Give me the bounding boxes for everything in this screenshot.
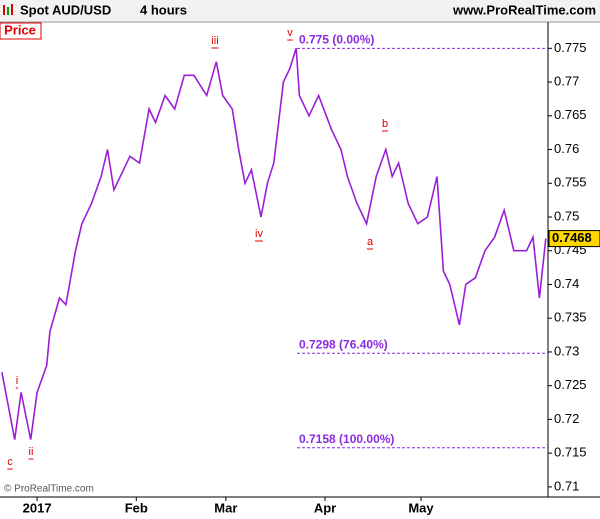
chart-subtitle: 4 hours: [140, 2, 187, 17]
y-tick-label: 0.72: [554, 411, 579, 426]
y-tick-label: 0.715: [554, 445, 587, 460]
source: www.ProRealTime.com: [452, 2, 596, 17]
copyright: © ProRealTime.com: [4, 484, 94, 495]
wave-label: a: [367, 236, 374, 248]
wave-label: iii: [211, 35, 218, 47]
y-tick-label: 0.77: [554, 73, 579, 88]
x-tick-label: Feb: [125, 500, 148, 515]
y-tick-label: 0.775: [554, 40, 587, 55]
wave-label: iv: [255, 228, 263, 240]
panel-label: Price: [4, 22, 36, 37]
fib-label: 0.7158 (100.00%): [299, 432, 394, 446]
panel-label-box: [0, 22, 42, 40]
y-tick-label: 0.735: [554, 310, 587, 325]
last-price-label: 0.7468: [552, 230, 592, 245]
y-tick-label: 0.76: [554, 141, 579, 156]
price-line: [1, 48, 547, 440]
y-tick-label: 0.73: [554, 343, 579, 358]
x-tick-label: Mar: [214, 500, 237, 515]
y-tick-label: 0.74: [554, 276, 579, 291]
chart-title: Spot AUD/USD: [20, 2, 111, 17]
x-tick-label: 2017: [23, 500, 52, 515]
x-tick-label: Apr: [314, 500, 336, 515]
wave-label: b: [382, 118, 388, 130]
x-tick-label: May: [408, 500, 434, 515]
wave-label: c: [7, 456, 13, 468]
header-bar: [0, 0, 600, 22]
logo: [3, 4, 13, 15]
y-tick-label: 0.755: [554, 175, 587, 190]
y-tick-label: 0.765: [554, 107, 587, 122]
last-price-box: [548, 230, 600, 248]
wave-label: i: [16, 375, 18, 387]
fib-label: 0.7298 (76.40%): [299, 337, 388, 351]
y-tick-label: 0.725: [554, 377, 587, 392]
fib-label: 0.775 (0.00%): [299, 32, 374, 46]
y-tick-label: 0.75: [554, 208, 579, 223]
wave-label: ii: [29, 446, 34, 458]
wave-label: v: [287, 27, 293, 39]
y-tick-label: 0.71: [554, 478, 579, 493]
